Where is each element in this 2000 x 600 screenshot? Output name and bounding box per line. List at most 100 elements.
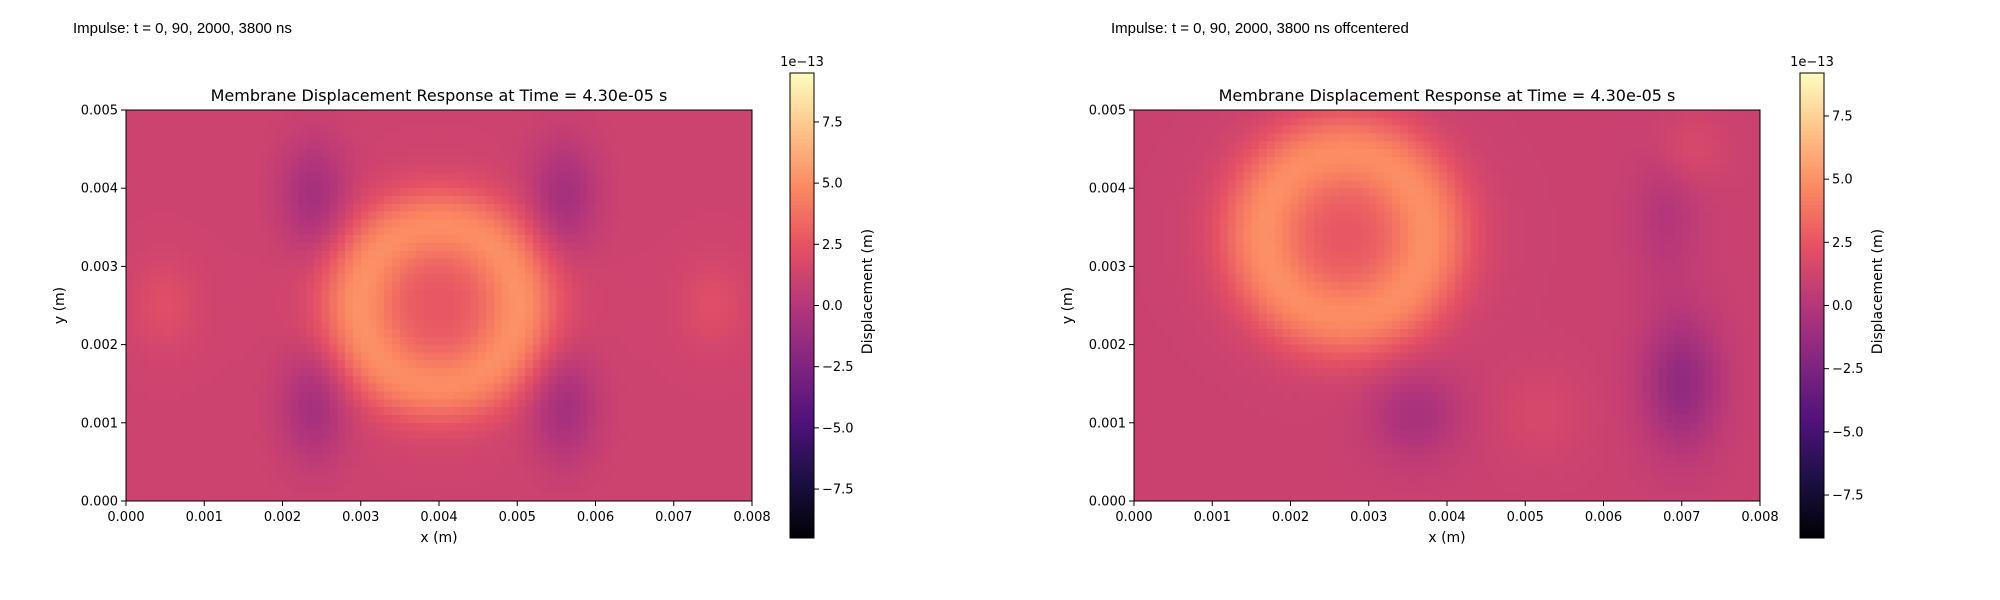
heatmap-cell xyxy=(618,446,628,455)
heatmap-cell xyxy=(509,430,518,440)
heatmap-cell xyxy=(454,297,464,307)
heatmap-cell xyxy=(415,446,424,455)
heatmap-cell xyxy=(259,289,268,299)
heatmap-cell xyxy=(157,383,166,393)
heatmap-cell xyxy=(423,438,432,447)
heatmap-cell xyxy=(1642,172,1652,181)
heatmap-cell xyxy=(313,242,323,252)
heatmap-cell xyxy=(180,407,190,416)
heatmap-cell xyxy=(1267,164,1276,174)
heatmap-cell xyxy=(204,219,213,228)
heatmap-cell xyxy=(540,461,550,471)
heatmap-cell xyxy=(697,336,706,346)
heatmap-cell xyxy=(204,321,213,330)
heatmap-cell xyxy=(1493,149,1503,158)
heatmap-cell xyxy=(525,360,534,369)
heatmap-cell xyxy=(618,375,628,385)
heatmap-cell xyxy=(126,391,135,400)
heatmap-cell xyxy=(501,149,511,158)
heatmap-cell xyxy=(298,117,307,127)
heatmap-cell xyxy=(305,414,315,424)
heatmap-cell xyxy=(603,211,612,221)
heatmap-cell xyxy=(423,305,432,314)
heatmap-cell xyxy=(298,469,307,479)
heatmap-cell xyxy=(415,438,424,447)
heatmap-cell xyxy=(462,446,471,455)
heatmap-cell xyxy=(634,383,644,393)
heatmap-cell xyxy=(548,133,557,142)
heatmap-cell xyxy=(736,352,745,361)
heatmap-cell xyxy=(345,368,354,377)
heatmap-cell xyxy=(501,321,511,330)
heatmap-cell xyxy=(1274,180,1284,189)
heatmap-cell xyxy=(243,328,252,338)
heatmap-cell xyxy=(587,438,597,447)
heatmap-cell xyxy=(259,219,268,228)
heatmap-cell xyxy=(697,250,706,260)
heatmap-cell xyxy=(1415,110,1425,119)
heatmap-cell xyxy=(1306,141,1315,150)
heatmap-cell xyxy=(485,125,495,135)
heatmap-cell xyxy=(266,219,276,228)
heatmap-cell xyxy=(650,133,659,142)
heatmap-cell xyxy=(587,211,597,221)
heatmap-cell xyxy=(431,383,440,393)
heatmap-cell xyxy=(384,250,393,260)
heatmap-cell xyxy=(705,461,714,471)
heatmap-cell xyxy=(313,477,323,486)
heatmap-cell xyxy=(1572,141,1581,150)
heatmap-cell xyxy=(172,493,182,502)
heatmap-cell xyxy=(1666,164,1675,174)
heatmap-cell xyxy=(157,368,166,377)
heatmap-cell xyxy=(1329,172,1339,181)
heatmap-cell xyxy=(352,149,362,158)
heatmap-cell xyxy=(1306,180,1315,189)
heatmap-cell xyxy=(298,391,307,400)
heatmap-cell xyxy=(728,305,737,314)
heatmap-cell xyxy=(689,227,698,236)
heatmap-cell xyxy=(392,203,401,213)
heatmap-cell xyxy=(446,266,456,275)
heatmap-cell xyxy=(689,477,698,486)
heatmap-cell xyxy=(352,305,362,314)
heatmap-cell xyxy=(509,414,518,424)
heatmap-cell xyxy=(697,446,706,455)
heatmap-cell xyxy=(650,305,659,314)
heatmap-cell xyxy=(587,360,597,369)
heatmap-cell xyxy=(1666,125,1675,135)
heatmap-cell xyxy=(1447,125,1456,135)
heatmap-cell xyxy=(470,180,479,189)
heatmap-cell xyxy=(517,454,526,463)
heatmap-cell xyxy=(1251,149,1260,158)
heatmap-cell xyxy=(728,235,737,244)
heatmap-cell xyxy=(368,485,378,494)
heatmap-cell xyxy=(454,375,464,385)
colorbar-swatch xyxy=(790,189,814,194)
heatmap-cell xyxy=(501,414,511,424)
heatmap-cell xyxy=(744,282,753,291)
heatmap-cell xyxy=(141,258,151,267)
heatmap-cell xyxy=(282,469,291,479)
heatmap-cell xyxy=(595,211,604,221)
heatmap-cell xyxy=(728,172,737,181)
heatmap-cell xyxy=(274,352,284,361)
heatmap-cell xyxy=(478,375,487,385)
heatmap-cell xyxy=(564,485,573,494)
heatmap-cell xyxy=(650,164,659,174)
heatmap-cell xyxy=(532,313,542,322)
heatmap-cell xyxy=(478,477,487,486)
heatmap-cell xyxy=(720,438,730,447)
heatmap-cell xyxy=(1689,117,1699,127)
heatmap-cell xyxy=(313,352,323,361)
heatmap-cell xyxy=(141,438,151,447)
heatmap-cell xyxy=(689,235,698,244)
heatmap-cell xyxy=(493,141,503,150)
heatmap-cell xyxy=(658,360,667,369)
heatmap-cell xyxy=(157,430,166,440)
heatmap-cell xyxy=(478,282,487,291)
heatmap-cell xyxy=(587,321,597,330)
heatmap-cell xyxy=(665,477,675,486)
heatmap-cell xyxy=(572,461,581,471)
heatmap-cell xyxy=(407,391,417,400)
heatmap-cell xyxy=(399,360,409,369)
